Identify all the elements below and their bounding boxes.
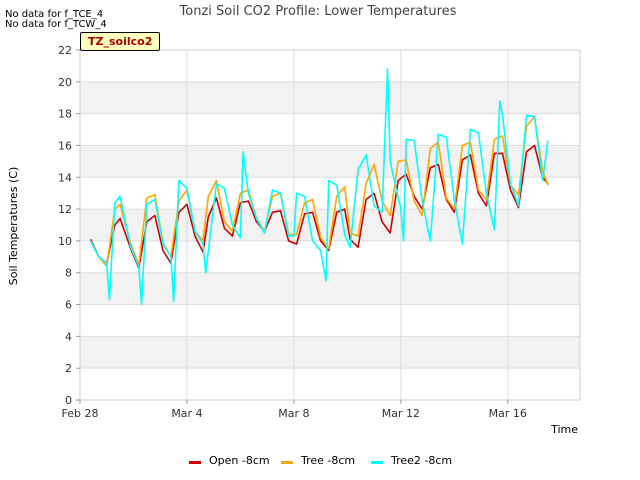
- site-label-box: TZ_soilco2: [80, 32, 161, 51]
- x-axis-label: Time: [550, 423, 578, 436]
- no-data-note-2: No data for f_TCW_4: [5, 19, 107, 30]
- legend: Open -8cm Tree -8cm Tree2 -8cm: [0, 454, 640, 470]
- y-tick-label: 18: [58, 108, 72, 121]
- y-tick-label: 10: [58, 235, 72, 248]
- background-band: [80, 272, 580, 305]
- legend-swatch-open: [189, 461, 201, 464]
- y-axis-ticks: 0 2 4 6 8 10 12 14 16 18 20 22: [58, 44, 80, 407]
- y-tick-label: 20: [58, 76, 72, 89]
- legend-swatch-tree2: [371, 461, 383, 464]
- chart-title: Tonzi Soil CO2 Profile: Lower Temperatur…: [179, 4, 457, 19]
- y-tick-label: 4: [65, 330, 72, 343]
- legend-label-open: Open -8cm: [209, 454, 270, 467]
- grid-lines: [79, 49, 580, 401]
- y-axis-label: Soil Temperatures (C): [7, 167, 20, 286]
- y-tick-label: 14: [58, 171, 72, 184]
- x-tick-label: Feb 28: [62, 407, 99, 420]
- x-axis-ticks: Feb 28 Mar 4 Mar 8 Mar 12 Mar 16: [62, 400, 527, 420]
- x-tick-label: Mar 8: [278, 407, 309, 420]
- legend-swatch-tree: [281, 461, 293, 464]
- x-tick-label: Mar 16: [489, 407, 527, 420]
- background-band: [80, 81, 580, 114]
- x-tick-label: Mar 12: [382, 407, 420, 420]
- no-data-note-1: No data for f_TCE_4: [5, 9, 104, 20]
- y-tick-label: 2: [65, 362, 72, 375]
- y-tick-label: 6: [65, 299, 72, 312]
- legend-label-tree2: Tree2 -8cm: [391, 454, 453, 467]
- legend-label-tree: Tree -8cm: [301, 454, 356, 467]
- background-bands: [80, 81, 580, 369]
- plot-frame: [79, 49, 581, 401]
- series-line-open: [89, 144, 549, 269]
- background-band: [80, 336, 580, 369]
- series-line-tree2: [89, 68, 549, 306]
- y-tick-label: 0: [65, 394, 72, 407]
- x-tick-label: Mar 4: [171, 407, 202, 420]
- y-tick-label: 22: [58, 44, 72, 57]
- series-lines: [89, 68, 549, 306]
- y-tick-label: 16: [58, 139, 72, 152]
- y-tick-label: 12: [58, 203, 72, 216]
- y-tick-label: 8: [65, 267, 72, 280]
